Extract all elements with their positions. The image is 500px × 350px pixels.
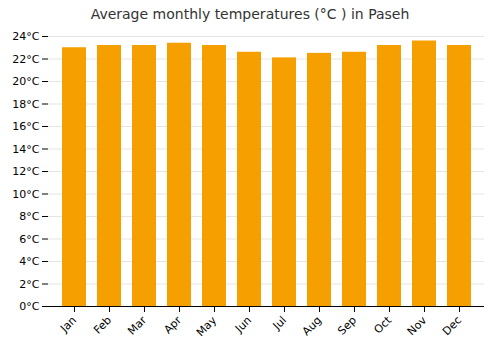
svg-text:6°C: 6°C: [19, 233, 39, 246]
svg-text:Jan: Jan: [57, 314, 79, 336]
svg-text:8°C: 8°C: [19, 210, 39, 223]
svg-text:Jul: Jul: [270, 314, 289, 333]
svg-text:4°C: 4°C: [19, 255, 39, 268]
svg-text:10°C: 10°C: [12, 188, 39, 201]
svg-text:Aug: Aug: [300, 314, 324, 338]
svg-text:12°C: 12°C: [12, 165, 39, 178]
svg-text:16°C: 16°C: [12, 120, 39, 133]
svg-text:Dec: Dec: [440, 314, 464, 338]
svg-text:22°C: 22°C: [12, 53, 39, 66]
svg-text:2°C: 2°C: [19, 278, 39, 291]
svg-text:18°C: 18°C: [12, 98, 39, 111]
svg-text:Nov: Nov: [405, 313, 430, 338]
svg-text:20°C: 20°C: [12, 75, 39, 88]
svg-text:24°C: 24°C: [12, 30, 39, 43]
svg-text:Oct: Oct: [371, 313, 394, 336]
svg-text:Sep: Sep: [335, 314, 359, 338]
svg-text:Apr: Apr: [161, 313, 184, 336]
svg-text:14°C: 14°C: [12, 143, 39, 156]
svg-text:0°C: 0°C: [19, 300, 39, 313]
svg-text:Mar: Mar: [125, 313, 149, 337]
svg-text:Jun: Jun: [232, 314, 254, 336]
svg-text:May: May: [194, 313, 220, 339]
html-text:Average monthly temperatures (: Average monthly temperatures (°C ) in Pa…: [90, 6, 410, 22]
svg-text:Feb: Feb: [91, 314, 114, 337]
